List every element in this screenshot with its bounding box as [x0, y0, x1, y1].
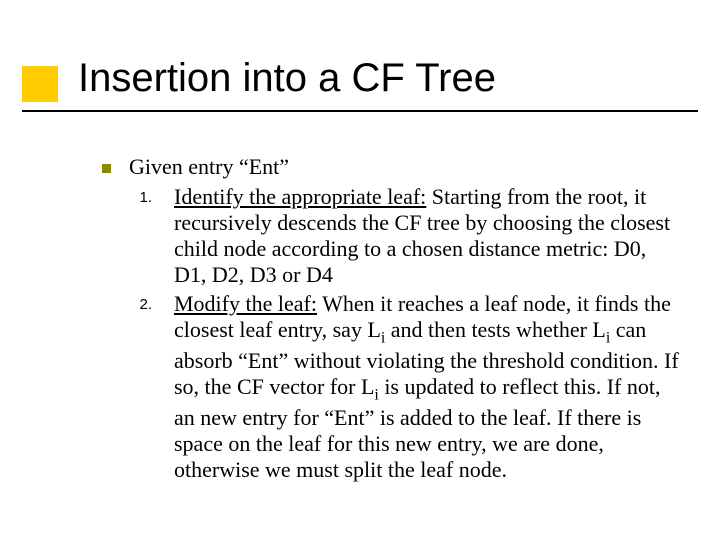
lead-row: Given entry “Ent” [98, 154, 680, 180]
title-underline [22, 110, 698, 112]
item-text: Identify the appropriate leaf: Starting … [174, 184, 680, 288]
bullet-icon [102, 164, 111, 173]
slide-title: Insertion into a CF Tree [78, 56, 496, 101]
item-number: 1. [134, 184, 152, 207]
accent-square [22, 66, 58, 102]
lead-text: Given entry “Ent” [129, 154, 680, 180]
item-number: 2. [134, 291, 152, 314]
list-item: 1. Identify the appropriate leaf: Starti… [134, 184, 680, 288]
item-underline: Identify the appropriate leaf: [174, 184, 426, 209]
item-text: Modify the leaf: When it reaches a leaf … [174, 291, 680, 483]
item-rest: When it reaches a leaf node, it finds th… [174, 291, 679, 482]
slide-body: Given entry “Ent” 1. Identify the approp… [98, 154, 680, 483]
list-item: 2. Modify the leaf: When it reaches a le… [134, 291, 680, 483]
item-underline: Modify the leaf: [174, 291, 317, 316]
slide: Insertion into a CF Tree Given entry “En… [0, 0, 720, 540]
